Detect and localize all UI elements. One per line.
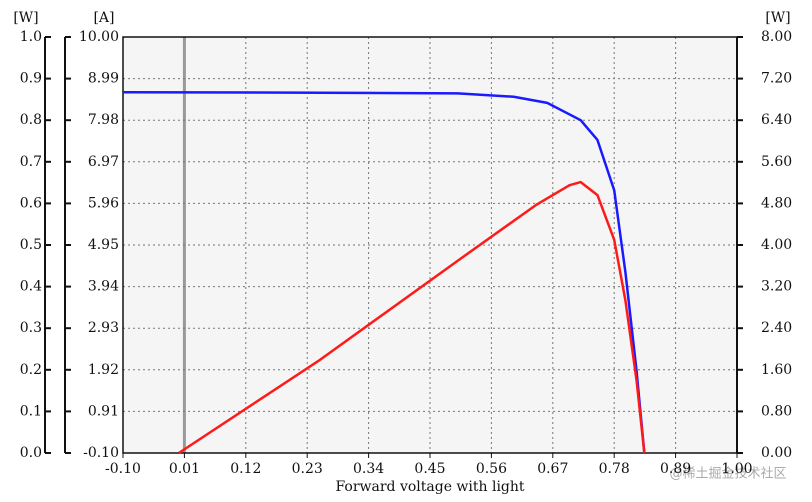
- y2-tick-label: 1.60: [761, 362, 792, 378]
- x-tick-label: 0.67: [537, 461, 568, 477]
- y-tick-label: 5.96: [88, 195, 119, 211]
- x-tick-label: -0.10: [105, 461, 141, 477]
- y-tick-label: 4.95: [88, 237, 119, 253]
- y3-tick-label: 0.2: [20, 362, 42, 378]
- y3-tick-label: 0.3: [20, 320, 42, 336]
- y3-tick-label: 0.1: [20, 403, 42, 419]
- y-tick-label: 8.99: [88, 71, 119, 87]
- x-tick-label: 0.23: [292, 461, 323, 477]
- y3-tick-label: 0.9: [20, 71, 42, 87]
- y-axis-label: [A]: [93, 10, 114, 26]
- y2-tick-label: 8.00: [761, 29, 792, 45]
- x-tick-label: 0.34: [353, 461, 384, 477]
- y3-tick-label: 1.0: [20, 29, 42, 45]
- y3-tick-label: 0.8: [20, 112, 42, 128]
- x-tick-label: 0.12: [230, 461, 261, 477]
- y3-tick-label: 0.0: [20, 445, 42, 461]
- x-tick-label: 0.89: [660, 461, 691, 477]
- y2-axis-label: [W]: [765, 10, 790, 26]
- y-tick-label: 0.91: [88, 403, 119, 419]
- x-tick-label: 0.56: [476, 461, 507, 477]
- watermark: @稀土掘金技术社区: [669, 466, 786, 482]
- x-tick-label: 0.78: [599, 461, 630, 477]
- y3-tick-label: 0.6: [20, 195, 42, 211]
- series-line: [178, 180, 646, 455]
- y3-axis-label: [W]: [13, 10, 38, 26]
- y-tick-label: 2.93: [88, 320, 119, 336]
- y2-tick-label: 0.80: [761, 403, 792, 419]
- y3-tick-label: 0.4: [20, 279, 42, 295]
- x-axis-label: Forward voltage with light: [335, 479, 524, 495]
- y-tick-label: -0.10: [83, 445, 119, 461]
- x-tick-label: 1.00: [721, 461, 752, 477]
- y2-tick-label: 0.00: [761, 445, 792, 461]
- x-tick-label: 0.45: [414, 461, 445, 477]
- y3-tick-label: 0.5: [20, 237, 42, 253]
- y3-tick-label: 0.7: [20, 154, 42, 170]
- y2-tick-label: 7.20: [761, 71, 792, 87]
- y-tick-label: 3.94: [88, 279, 119, 295]
- y-tick-label: 1.92: [88, 362, 119, 378]
- y2-tick-label: 2.40: [761, 320, 792, 336]
- y2-tick-label: 5.60: [761, 154, 792, 170]
- y-tick-label: 10.00: [79, 29, 119, 45]
- y2-tick-label: 4.00: [761, 237, 792, 253]
- plot-frame: [122, 36, 738, 454]
- y-tick-label: 6.97: [88, 154, 119, 170]
- y2-tick-label: 6.40: [761, 112, 792, 128]
- y-tick-label: 7.98: [88, 112, 119, 128]
- y2-tick-label: 4.80: [761, 195, 792, 211]
- y2-tick-label: 3.20: [761, 279, 792, 295]
- series-line: [122, 90, 646, 454]
- x-tick-label: 0.01: [169, 461, 200, 477]
